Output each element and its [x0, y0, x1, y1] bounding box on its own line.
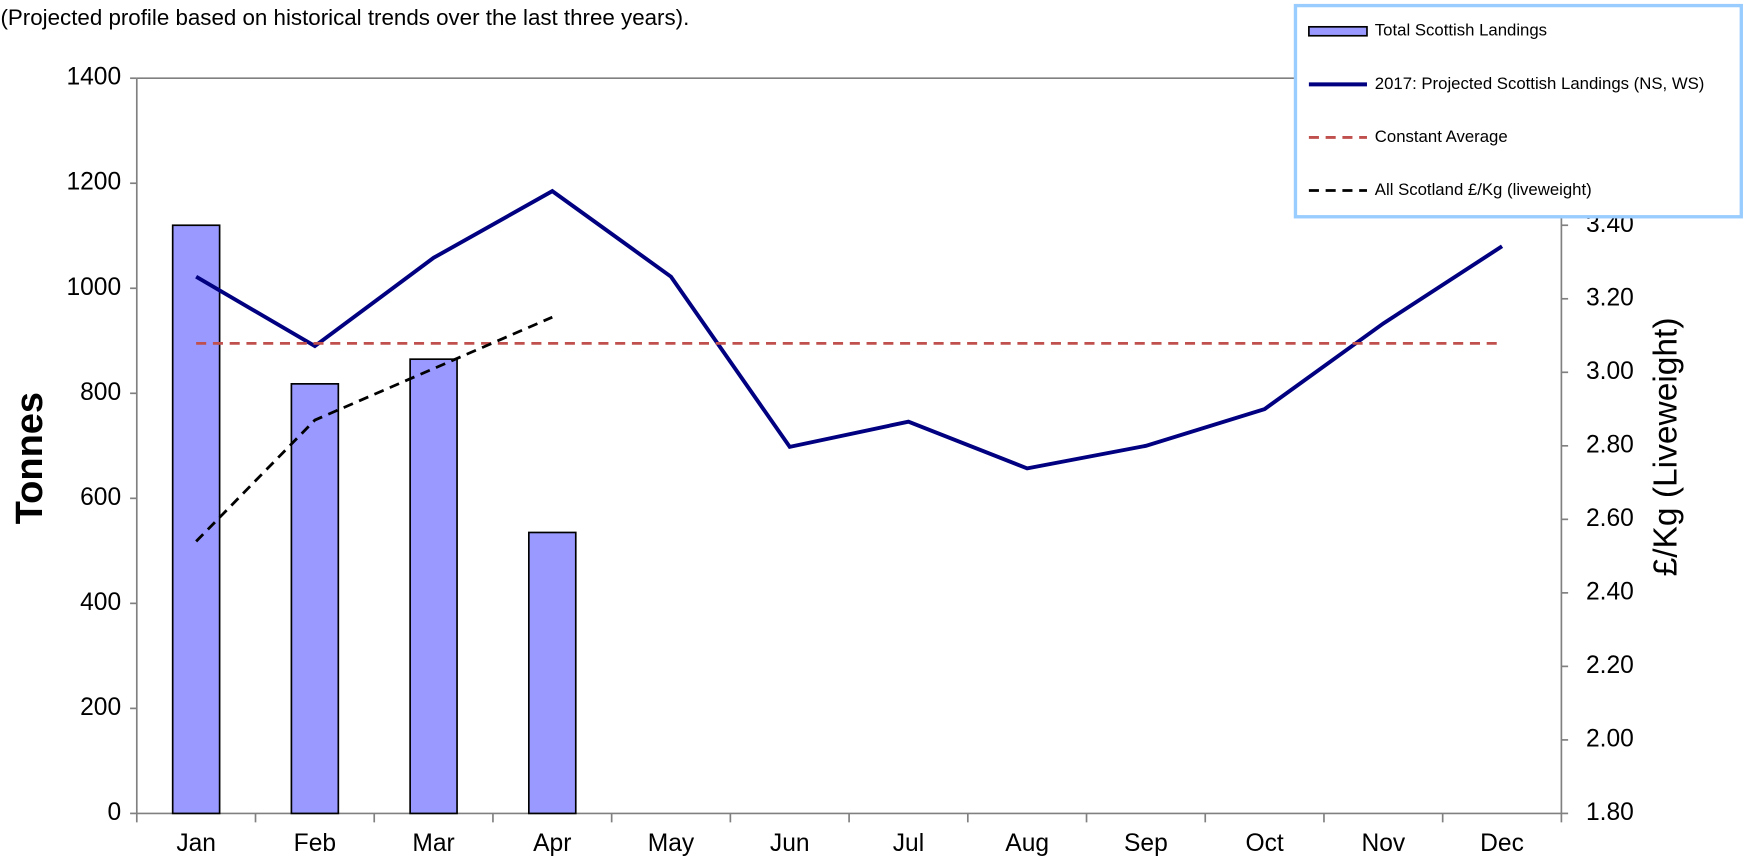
- y2-tick-label: 2.80: [1586, 431, 1634, 458]
- line-series: [195, 315, 553, 543]
- x-tick-label: Jan: [176, 830, 216, 857]
- x-tick-label: Sep: [1124, 830, 1168, 857]
- bar: [171, 224, 221, 815]
- x-tick-label: Aug: [1005, 830, 1049, 857]
- y-tick-label: 1000: [66, 274, 121, 301]
- y-tick-label: 0: [107, 799, 121, 826]
- line-series: [195, 188, 1504, 471]
- x-tick-label: Nov: [1361, 830, 1405, 857]
- y-tick-label: 400: [80, 589, 121, 616]
- y2-tick-label: 2.00: [1586, 725, 1634, 752]
- y2-tick-label: 2.40: [1586, 578, 1634, 605]
- legend-swatch: [1308, 25, 1368, 37]
- x-tick-label: Apr: [533, 830, 571, 857]
- x-tick-label: Mar: [412, 830, 454, 857]
- y2-tick-label: 2.20: [1586, 652, 1634, 679]
- legend-label: Total Scottish Landings: [1375, 21, 1547, 40]
- legend: Total Scottish Landings 2017: Projected S…: [1293, 3, 1743, 219]
- chart-title: (Projected profile based on historical t…: [0, 5, 689, 30]
- x-tick-label: Feb: [294, 830, 336, 857]
- x-tick-label: Jul: [893, 830, 924, 857]
- legend-label: Constant Average: [1375, 127, 1508, 146]
- bar: [290, 383, 340, 815]
- y-tick-label: 600: [80, 484, 121, 511]
- legend-label: All Scotland £/Kg (liveweight): [1375, 180, 1592, 199]
- bar: [409, 358, 458, 815]
- y2-axis-label: £/Kg (Liveweight): [1647, 317, 1684, 576]
- y2-tick-label: 3.00: [1586, 358, 1634, 385]
- x-tick-label: Jun: [770, 830, 810, 857]
- y-tick-label: 1400: [66, 64, 121, 91]
- legend-label: 2017: Projected Scottish Landings (NS, W…: [1375, 74, 1705, 93]
- y-axis-label: Tonnes: [9, 392, 51, 524]
- y-tick-label: 800: [80, 379, 121, 406]
- y-tick-label: 200: [80, 694, 121, 721]
- y-tick-label: 1200: [66, 169, 121, 196]
- y2-tick-label: 2.60: [1586, 505, 1634, 532]
- y2-tick-label: 3.20: [1586, 284, 1634, 311]
- legend-box: [1293, 3, 1743, 219]
- x-tick-label: Oct: [1245, 830, 1283, 857]
- x-tick-label: Dec: [1480, 830, 1524, 857]
- bar: [527, 531, 577, 815]
- x-tick-label: May: [648, 830, 695, 857]
- y2-tick-label: 1.80: [1586, 799, 1634, 826]
